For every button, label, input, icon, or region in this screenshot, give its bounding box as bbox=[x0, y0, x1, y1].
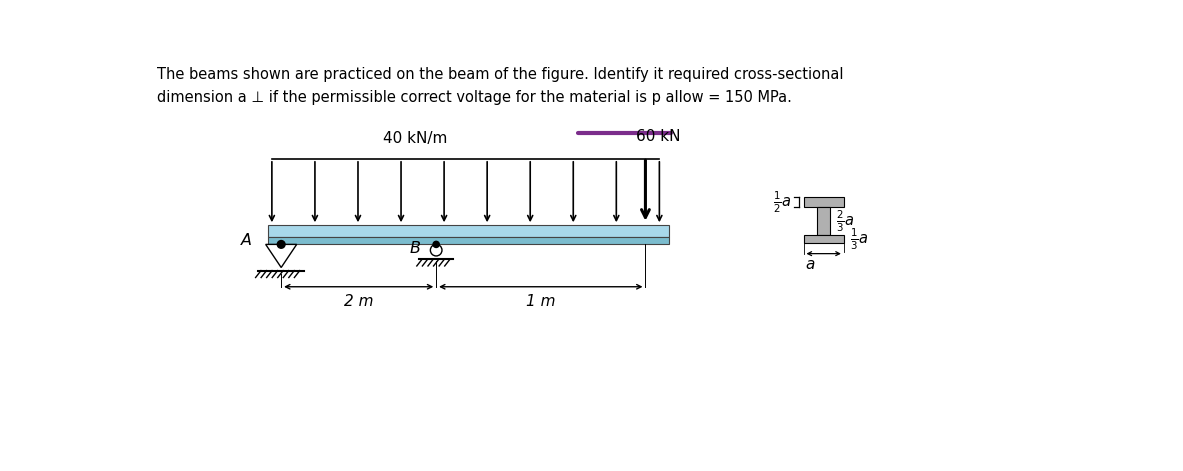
Text: 60 kN: 60 kN bbox=[636, 129, 680, 144]
Text: 1 m: 1 m bbox=[526, 294, 556, 309]
Text: A: A bbox=[240, 233, 252, 248]
Circle shape bbox=[277, 241, 285, 248]
Text: The beams shown are practiced on the beam of the figure. Identify it required cr: The beams shown are practiced on the bea… bbox=[157, 66, 843, 81]
Text: dimension a ⊥ if the permissible correct voltage for the material is p allow = 1: dimension a ⊥ if the permissible correct… bbox=[157, 89, 793, 105]
Bar bbox=[817, 207, 830, 235]
Bar bbox=[269, 237, 668, 244]
Text: 2 m: 2 m bbox=[344, 294, 374, 309]
Text: $\frac{1}{3}a$: $\frac{1}{3}a$ bbox=[851, 227, 868, 252]
Bar bbox=[269, 225, 668, 237]
Text: B: B bbox=[409, 241, 421, 256]
Text: $\frac{1}{2}a$: $\frac{1}{2}a$ bbox=[772, 190, 791, 215]
Polygon shape bbox=[266, 244, 297, 268]
Circle shape bbox=[433, 241, 439, 247]
Text: $\frac{2}{3}a$: $\frac{2}{3}a$ bbox=[836, 209, 854, 234]
Text: 40 kN/m: 40 kN/m bbox=[383, 131, 447, 146]
Bar bbox=[803, 235, 843, 243]
Circle shape bbox=[431, 244, 442, 256]
Text: $a$: $a$ bbox=[806, 257, 815, 272]
Bar bbox=[803, 197, 843, 207]
